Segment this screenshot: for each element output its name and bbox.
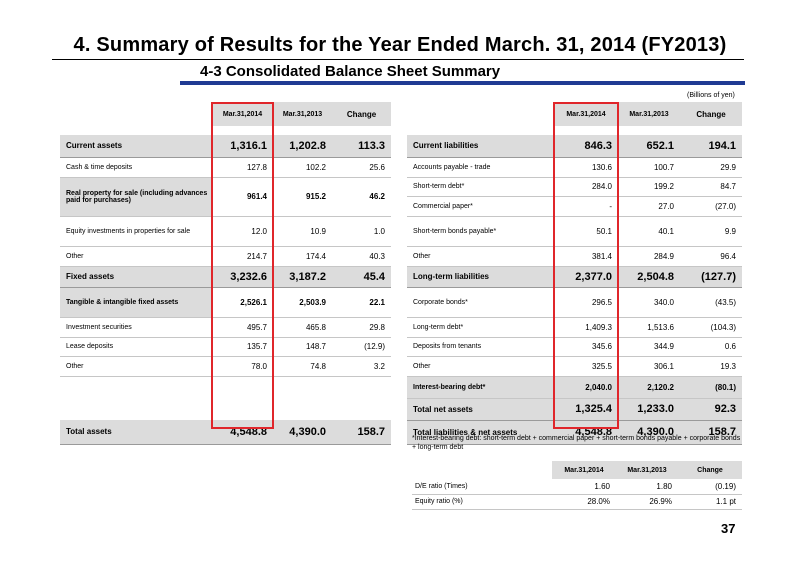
table-row: Short-term debt* 284.0 199.2 84.7 <box>407 177 742 197</box>
table-row: Corporate bonds* 296.5 340.0 (43.5) <box>407 287 742 318</box>
units-label: (Billions of yen) <box>687 92 735 99</box>
table-row: Other 325.5 306.1 19.3 <box>407 356 742 377</box>
table-row: Investment securities 495.7 465.8 29.8 <box>60 317 391 338</box>
table-row: Lease deposits 135.7 148.7 (12.9) <box>60 337 391 357</box>
subtitle-bar <box>180 81 745 85</box>
table-row: Total net assets 1,325.4 1,233.0 92.3 <box>407 398 742 421</box>
table-row: Fixed assets 3,232.6 3,187.2 45.4 <box>60 266 391 288</box>
table-row: Long-term debt* 1,409.3 1,513.6 (104.3) <box>407 317 742 338</box>
table-row: Total assets 4,548.8 4,390.0 158.7 <box>60 420 391 445</box>
highlight-box-assets-2014 <box>211 102 274 429</box>
ratio-header-row: Mar.31,2014 Mar.31,2013 Change <box>412 461 742 479</box>
table-row: Other 78.0 74.8 3.2 <box>60 356 391 377</box>
table-row: Real property for sale (including advanc… <box>60 177 391 217</box>
title-rule <box>52 59 744 60</box>
col-header-mar2013: Mar.31,2013 <box>618 102 680 126</box>
table-row: Tangible & intangible fixed assets 2,526… <box>60 287 391 318</box>
table-row: Cash & time deposits 127.8 102.2 25.6 <box>60 157 391 178</box>
liabilities-table: Mar.31,2014 Mar.31,2013 Change Current l… <box>407 102 742 445</box>
table-row: Current liabilities 846.3 652.1 194.1 <box>407 135 742 158</box>
table-row: Commercial paper* - 27.0 (27.0) <box>407 196 742 217</box>
section-subtitle: 4-3 Consolidated Balance Sheet Summary <box>200 63 501 80</box>
col-header-mar2013: Mar.31,2013 <box>273 102 332 126</box>
table-row: Long-term liabilities 2,377.0 2,504.8 (1… <box>407 266 742 288</box>
col-header-change: Change <box>332 102 391 126</box>
liabilities-header-row: Mar.31,2014 Mar.31,2013 Change <box>407 102 742 126</box>
table-row: D/E ratio (Times) 1.60 1.80 (0.19) <box>412 479 742 495</box>
table-row: Other 381.4 284.9 96.4 <box>407 246 742 267</box>
table-row: Accounts payable - trade 130.6 100.7 29.… <box>407 157 742 178</box>
col-header-mar2014: Mar.31,2014 <box>554 102 618 126</box>
table-row: Current assets 1,316.1 1,202.8 113.3 <box>60 135 391 158</box>
highlight-box-liabilities-2014 <box>553 102 619 429</box>
table-row: Deposits from tenants 345.6 344.9 0.6 <box>407 337 742 357</box>
col-header-mar2014: Mar.31,2014 <box>212 102 273 126</box>
col-header-mar2013: Mar.31,2013 <box>616 461 678 479</box>
table-row: Total liabilities & net assets 4,548.8 4… <box>407 420 742 445</box>
table-row: Equity investments in properties for sal… <box>60 216 391 247</box>
table-row: Equity ratio (%) 28.0% 26.9% 1.1 pt <box>412 494 742 510</box>
page-title: 4. Summary of Results for the Year Ended… <box>73 34 727 56</box>
table-row: Other 214.7 174.4 40.3 <box>60 246 391 267</box>
col-header-change: Change <box>678 461 742 479</box>
col-header-change: Change <box>680 102 742 126</box>
page-number: 37 <box>721 521 736 536</box>
ratio-table: Mar.31,2014 Mar.31,2013 Change D/E ratio… <box>412 461 742 510</box>
table-row: Interest-bearing debt* 2,040.0 2,120.2 (… <box>407 376 742 399</box>
table-row: Short-term bonds payable* 50.1 40.1 9.9 <box>407 216 742 247</box>
assets-table: Mar.31,2014 Mar.31,2013 Change Current a… <box>60 102 391 445</box>
assets-header-row: Mar.31,2014 Mar.31,2013 Change <box>60 102 391 126</box>
col-header-mar2014: Mar.31,2014 <box>552 461 616 479</box>
interest-bearing-debt-note: *Interest-bearing debt: short-term debt … <box>412 435 741 451</box>
